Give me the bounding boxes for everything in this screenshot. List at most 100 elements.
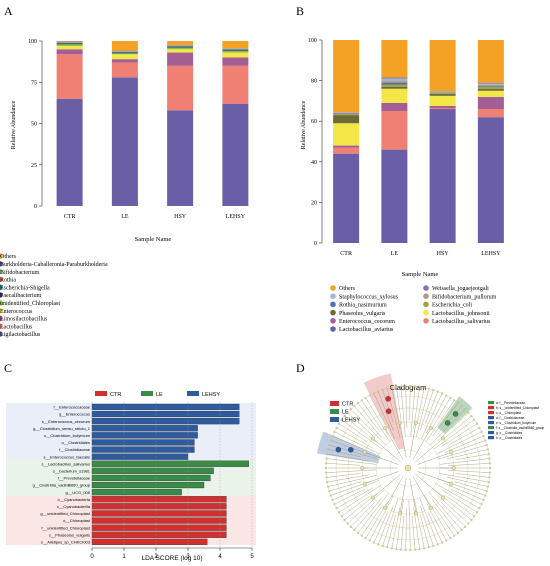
panel-letter-d: D (296, 361, 305, 375)
x-tick-label: LEHSY (481, 251, 501, 257)
clade-branch (427, 511, 443, 543)
clade-node (473, 515, 476, 518)
clade-node (404, 548, 407, 551)
bar-segment (167, 49, 194, 53)
y-tick-label: 75 (31, 80, 37, 86)
clade-branch (327, 474, 369, 483)
clade-node (478, 507, 481, 510)
panel-d-cladogram: Cladogram CTR LE LEHSY a: f__Prevotellacea… (317, 373, 544, 551)
clade-branch (446, 496, 475, 517)
lda-bar (91, 489, 182, 496)
clade-node (464, 525, 467, 528)
clade-branch (341, 496, 370, 517)
clade-branch (326, 473, 361, 478)
clade-highlight-node (385, 408, 392, 414)
clade-node (449, 450, 454, 455)
clade-node (338, 422, 341, 425)
cladogram-legend-label: CTR (342, 402, 353, 408)
lda-bar-label: f__Prevotellaceae (58, 476, 91, 481)
clade-branch (441, 502, 466, 527)
bar-segment (333, 145, 360, 148)
legend-marker (0, 284, 3, 290)
legend-marker (0, 261, 3, 267)
bar-segment (111, 51, 138, 53)
clade-node (325, 462, 328, 465)
panel-a-xlabel: Sample Name (135, 236, 172, 243)
bar-segment (429, 40, 456, 92)
clade-node (364, 537, 367, 540)
clade-branch (446, 449, 488, 460)
clade-branch (426, 395, 447, 433)
clade-branch (415, 388, 430, 438)
clade-node (327, 448, 330, 451)
clade-node (362, 481, 367, 486)
bar-segment (429, 92, 456, 94)
legend-marker (423, 285, 429, 291)
clade-node (449, 537, 452, 540)
clade-branch (434, 507, 455, 536)
clade-branch (455, 473, 490, 478)
cladogram-legend-swatch (330, 401, 339, 406)
cladogram-key-swatch (488, 416, 494, 420)
legend-label: Limosilactobacillus (0, 317, 48, 323)
cladogram-key-swatch (488, 426, 494, 430)
clade-branch (378, 505, 394, 545)
bar-segment (56, 43, 83, 45)
clade-branch (382, 498, 399, 547)
bar-segment (222, 103, 249, 206)
clade-branch (384, 476, 404, 508)
clade-node (464, 408, 467, 411)
x-tick-label: 2 (154, 554, 158, 560)
clade-node (335, 507, 338, 510)
y-tick-label: 60 (311, 119, 317, 125)
clade-node (409, 548, 412, 551)
clade-branch (382, 389, 394, 423)
bar-segment (333, 113, 360, 115)
lda-bar (91, 425, 198, 432)
cladogram-key-label: e: s__Clostridium_butyricum (496, 421, 537, 425)
bar-segment (167, 52, 194, 66)
bar-segment (167, 47, 194, 50)
clade-branch (400, 515, 405, 550)
y-tick-label: 0 (314, 241, 317, 247)
bar-segment (429, 109, 456, 244)
legend-label: Bifidobacterium (0, 269, 40, 276)
clade-branch (386, 514, 396, 548)
clade-node (480, 503, 483, 506)
panel-a-ylabel: Relative Abundance (11, 100, 17, 149)
cladogram-key-label: f: s__Clostridia_vadinBB60_group (496, 426, 544, 430)
clade-highlight-node (385, 396, 391, 402)
clade-branch (334, 489, 366, 505)
clade-node (370, 436, 375, 441)
clade-node (484, 439, 487, 442)
clade-branch (373, 511, 389, 543)
clade-branch (369, 496, 394, 541)
bar-segment (477, 40, 504, 83)
bar-segment (381, 77, 408, 79)
lda-bar (91, 510, 227, 517)
clade-branch (411, 515, 416, 550)
bar-segment (167, 110, 194, 206)
clade-node (414, 420, 418, 425)
clade-node (487, 453, 490, 456)
bar-segment (111, 52, 138, 54)
clade-branch (420, 514, 430, 548)
x-tick-label: LE (391, 251, 399, 257)
clade-node (436, 390, 439, 393)
clade-branch (400, 386, 406, 437)
clade-node (368, 394, 371, 397)
clade-node (427, 546, 430, 549)
lda-bar-label: o__Chloroplast (63, 518, 91, 523)
bar-segment (222, 50, 249, 53)
legend-label: Ligilactobacillus (0, 332, 41, 338)
clade-node (449, 481, 454, 486)
clade-node (480, 430, 483, 433)
clade-node (372, 392, 375, 395)
clade-node (486, 448, 489, 451)
lda-bar-label: g__Clostridia_vadinBB60_group (33, 483, 91, 488)
x-tick-label: LE (121, 214, 129, 220)
lda-bar-label: s__Clostridium_butyricum (44, 433, 91, 438)
panel-letter-a: A (4, 4, 13, 18)
legend-label: LEHSY (202, 392, 220, 398)
clade-branch (450, 489, 482, 505)
